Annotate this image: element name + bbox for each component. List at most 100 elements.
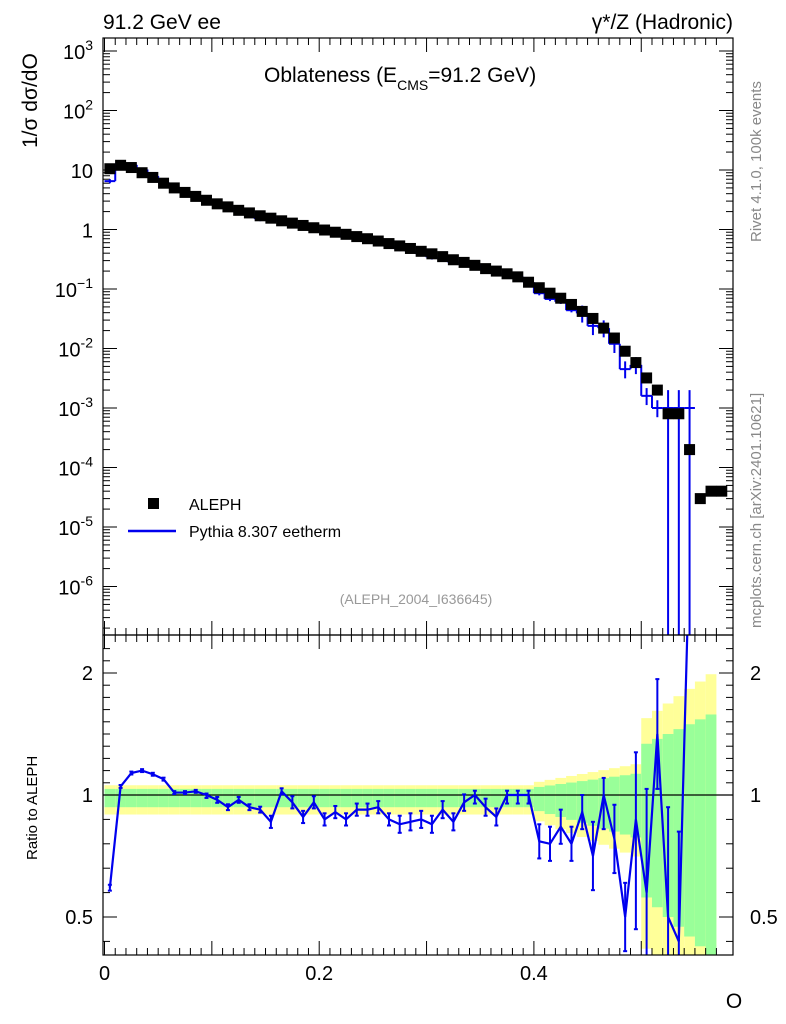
y-tick-label-top: 10 [71, 161, 93, 183]
data-point [490, 265, 502, 277]
plot-title: Oblateness (ECMS=91.2 GeV) [264, 64, 536, 93]
data-point [200, 194, 212, 206]
band-inner [394, 788, 406, 808]
y-axis-label-top: 1/σ dσ/dO [19, 53, 42, 148]
band-inner [297, 788, 309, 808]
data-point [544, 287, 556, 299]
band-inner [490, 788, 502, 808]
band-inner [694, 719, 706, 947]
top-y-tick-labels: 10-6 10-5 10-4 10-3 10-2 10−1 1 10 102 103 [55, 37, 93, 600]
band-inner [244, 788, 255, 808]
x-tick-label: 0 [99, 963, 110, 985]
y-tick-label-top: 10-5 [58, 513, 93, 540]
data-point [319, 224, 331, 236]
y-tick-label-top: 10-3 [58, 394, 93, 421]
band-inner [222, 788, 234, 808]
y-tick-label-top: 10-2 [58, 335, 93, 362]
band-inner [587, 779, 599, 826]
data-point [587, 312, 599, 324]
top-axis-ticks [103, 38, 733, 635]
mc-error-bars [108, 161, 691, 635]
band-inner [362, 788, 373, 808]
data-point [619, 345, 631, 357]
band-inner [125, 788, 137, 808]
data-point [555, 292, 567, 304]
data-point [115, 159, 127, 171]
band-inner [405, 788, 416, 808]
ratio-frame [102, 634, 734, 956]
data-point [426, 248, 438, 260]
data-point [469, 259, 481, 271]
ratio-y-tick-label-right: 0.5 [750, 907, 778, 929]
y-tick-label-top: 102 [63, 97, 93, 124]
data-point [340, 228, 352, 240]
band-inner [426, 788, 438, 808]
band-inner [533, 786, 545, 812]
band-inner [684, 724, 695, 937]
ratio-line-group [107, 635, 689, 955]
data-point [372, 235, 384, 247]
data-point [458, 256, 470, 268]
source-label: mcplots.cern.ch [arXiv:2401.10621] [748, 393, 765, 628]
ratio-y-tick-labels: 0.5 0.5 1 1 2 2 [65, 663, 778, 929]
data-points [104, 159, 728, 505]
y-tick-label-top: 10−1 [55, 275, 93, 302]
rivet-version-label: Rivet 4.1.0, 100k events [748, 81, 765, 242]
data-point [125, 162, 137, 174]
band-inner [555, 784, 567, 817]
y-tick-label-top: 1 [82, 221, 93, 243]
data-point [351, 231, 363, 243]
legend-data-marker [148, 498, 159, 509]
y-tick-label-top: 10-6 [58, 573, 93, 600]
data-point [630, 357, 642, 369]
y-tick-label-top: 103 [63, 37, 93, 64]
band-inner [351, 788, 363, 808]
data-point [297, 219, 309, 231]
y-tick-label-top: 10-4 [58, 454, 93, 481]
band-inner [448, 788, 459, 808]
data-point [523, 276, 535, 288]
top-panel: 10-6 10-5 10-4 10-3 10-2 10−1 1 10 102 103 Oblate… [55, 37, 734, 636]
band-inner [136, 788, 148, 808]
band-inner [619, 775, 631, 835]
data-point [329, 226, 341, 238]
data-point [501, 268, 513, 280]
legend-data-label: ALEPH [189, 497, 241, 514]
data-point [447, 254, 459, 266]
data-point [651, 384, 663, 396]
data-point [565, 298, 577, 310]
data-point [684, 444, 696, 456]
band-inner [179, 788, 191, 808]
band-inner [544, 785, 556, 815]
top-frame [102, 37, 734, 636]
band-inner [168, 788, 180, 808]
ratio-line [108, 635, 689, 942]
data-point [608, 332, 620, 344]
data-point [190, 190, 202, 202]
data-point [641, 372, 653, 384]
data-point [243, 207, 255, 219]
band-inner [372, 788, 384, 808]
band-inner [319, 788, 330, 808]
band-inner [383, 788, 395, 808]
data-point [233, 204, 245, 216]
ratio-y-tick-label: 0.5 [65, 907, 93, 929]
legend-mc-label: Pythia 8.307 eetherm [189, 524, 341, 541]
ratio-y-tick-label: 1 [82, 785, 93, 807]
x-tick-label: 0.2 [305, 963, 333, 985]
data-point [136, 167, 148, 179]
band-inner [158, 788, 169, 808]
data-point [598, 322, 610, 334]
data-point [147, 171, 159, 183]
data-point [265, 212, 277, 224]
data-point [705, 485, 717, 497]
x-axis-label: O [726, 990, 742, 1013]
band-inner [115, 788, 126, 808]
ratio-y-tick-label: 2 [82, 663, 93, 685]
x-tick-labels: 0 0.2 0.4 [99, 963, 548, 985]
data-point [308, 222, 320, 234]
band-inner [437, 788, 449, 808]
band-inner [147, 788, 159, 808]
band-inner [673, 729, 685, 927]
